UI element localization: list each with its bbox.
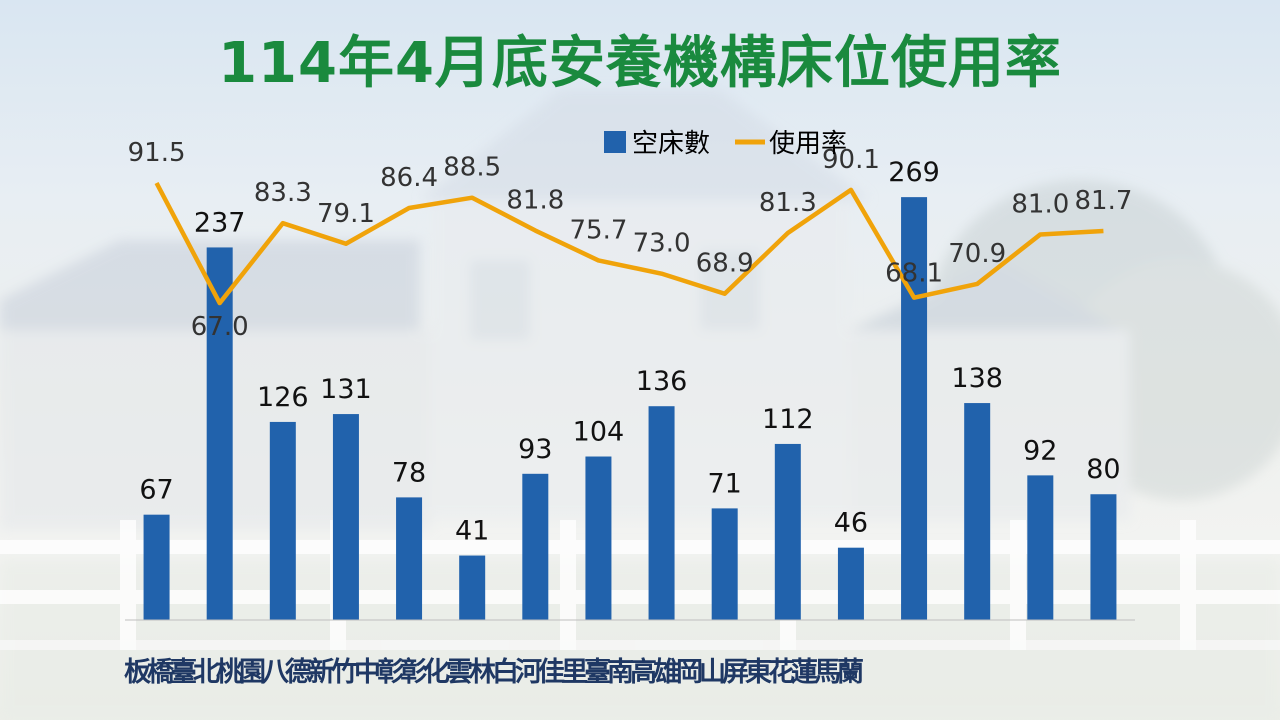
bar-value-label: 126 [257, 382, 309, 413]
bar-value-label: 269 [888, 157, 940, 188]
legend-label-line: 使用率 [769, 129, 847, 159]
line-value-label: 81.3 [759, 188, 817, 218]
bar-value-label: 67 [139, 475, 173, 506]
bar-value-label: 136 [636, 366, 688, 397]
bar-八德 [332, 414, 359, 620]
bar-value-label: 138 [951, 363, 1003, 394]
legend: 空床數 使用率 [604, 129, 847, 159]
line-value-label: 68.1 [885, 259, 943, 289]
bar-臺北 [206, 247, 233, 620]
bar-value-label: 71 [708, 468, 742, 499]
bar-板橋 [143, 514, 170, 620]
bar-彰化 [522, 473, 549, 620]
line-value-label: 67.0 [191, 312, 249, 342]
labels-layer: 67 237 126 131 78 41 93 104 136 71 112 46 269 138 92 80… [128, 138, 1133, 547]
bar-臺南 [774, 443, 801, 620]
x-tick-label: 彰化 [400, 657, 450, 688]
line-layer [154, 181, 1104, 306]
page-title: 114年4月底安養機構床位使用率 [218, 31, 1062, 96]
line-value-label: 90.1 [822, 145, 880, 175]
bar-雲林 [585, 456, 612, 620]
line-value-label: 83.3 [254, 178, 312, 208]
bar-中彰 [459, 555, 486, 620]
bar-桃園 [269, 421, 296, 620]
x-tick-label: 高雄 [630, 657, 680, 688]
line-value-label: 68.9 [696, 249, 754, 279]
x-tick-label: 岡山 [676, 657, 726, 688]
x-tick-label: 白河 [492, 657, 542, 688]
bar-白河 [648, 406, 675, 620]
line-value-label: 73.0 [633, 229, 691, 259]
line-value-label: 79.1 [317, 199, 375, 229]
x-tick-label: 新竹 [308, 657, 358, 688]
bar-value-label: 41 [455, 516, 489, 547]
bar-value-label: 92 [1023, 435, 1057, 466]
x-tick-label: 桃園 [216, 657, 266, 688]
bar-value-label: 46 [834, 508, 868, 539]
x-tick-label: 臺南 [584, 657, 634, 688]
line-value-label: 81.0 [1011, 189, 1069, 219]
line-value-label: 86.4 [380, 163, 438, 193]
x-tick-label: 板橋 [124, 657, 174, 688]
line-value-label: 81.7 [1074, 186, 1132, 216]
bar-新竹 [396, 497, 423, 620]
x-tick-label: 臺北 [170, 657, 220, 688]
x-tick-label: 雲林 [446, 657, 496, 688]
line-value-label: 70.9 [948, 239, 1006, 269]
line-value-label: 81.8 [506, 186, 564, 216]
x-tick-label: 佳里 [538, 657, 588, 688]
bar-value-label: 237 [194, 207, 246, 238]
x-tick-label: 花蓮 [768, 657, 818, 688]
x-tick-label: 中彰 [354, 657, 404, 688]
x-tick-label: 屏東 [722, 657, 772, 688]
legend-label-bar: 空床數 [632, 129, 710, 159]
bar-佳里 [711, 508, 738, 620]
bar-屏東 [964, 403, 991, 620]
line-value-label: 75.7 [569, 215, 627, 245]
bar-花蓮 [1027, 475, 1054, 620]
bar-馬蘭 [1090, 494, 1117, 620]
legend-swatch-bar [604, 131, 626, 153]
bar-value-label: 112 [762, 404, 814, 435]
bars-layer [143, 197, 1117, 620]
bar-value-label: 104 [573, 417, 625, 448]
x-tick-label: 八德 [262, 657, 312, 688]
bar-value-label: 93 [518, 434, 552, 465]
x-tick-label: 馬蘭 [814, 657, 864, 688]
x-axis-labels: 板橋臺北桃園八德新竹中彰彰化雲林白河佳里臺南高雄岡山屏東花蓮馬蘭 [124, 650, 1134, 690]
line-series-usage-rate [154, 181, 1104, 306]
bar-岡山 [901, 197, 928, 620]
bar-value-label: 131 [320, 374, 372, 405]
bar-value-label: 80 [1086, 454, 1120, 485]
bar-高雄 [837, 547, 864, 620]
line-value-label: 91.5 [128, 138, 186, 168]
bar-value-label: 78 [392, 457, 426, 488]
line-value-label: 88.5 [443, 153, 501, 183]
